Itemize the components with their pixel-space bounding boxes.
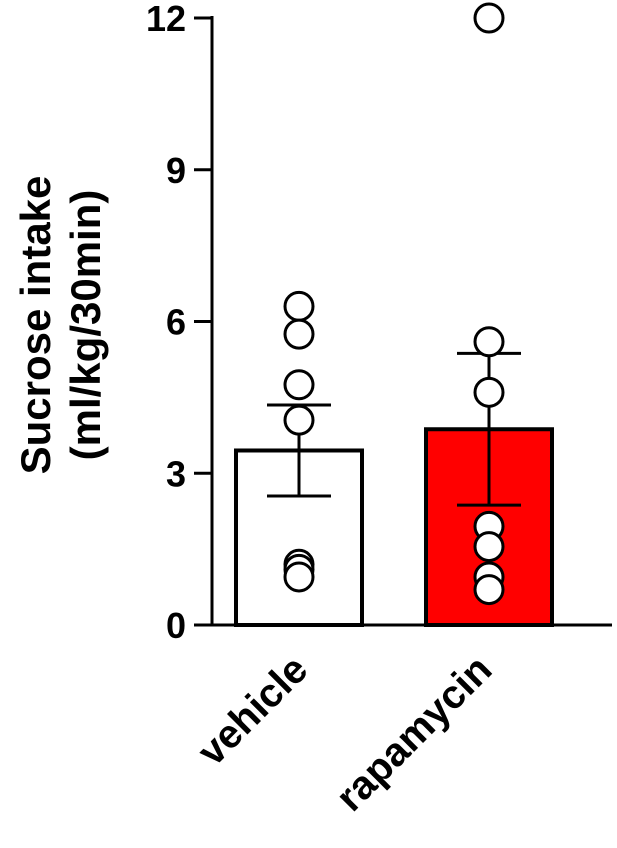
plot-area: 0 3 6 9 12 vehicle rapamycin bbox=[146, 0, 612, 820]
data-point-vehicle bbox=[283, 290, 315, 322]
y-axis-title-line1: Sucrose intake bbox=[12, 176, 59, 475]
data-point-rapamycin bbox=[473, 2, 505, 34]
data-point-vehicle bbox=[283, 369, 315, 401]
data-point-rapamycin bbox=[473, 326, 505, 358]
y-axis-title: Sucrose intake (ml/kg/30min) bbox=[12, 176, 109, 475]
y-tick-label: 9 bbox=[166, 150, 186, 191]
x-tick-label-rapamycin: rapamycin bbox=[328, 647, 501, 820]
data-point-vehicle bbox=[283, 561, 315, 593]
y-tick-label: 12 bbox=[146, 0, 186, 39]
y-tick-label: 0 bbox=[166, 605, 186, 646]
data-point-rapamycin bbox=[473, 574, 505, 606]
data-point-rapamycin bbox=[473, 531, 505, 563]
y-tick-label: 3 bbox=[166, 453, 186, 494]
data-point-rapamycin bbox=[473, 376, 505, 408]
data-point-vehicle bbox=[283, 404, 315, 436]
y-tick-label: 6 bbox=[166, 302, 186, 343]
data-point-vehicle bbox=[283, 318, 315, 350]
y-axis-title-line2: (ml/kg/30min) bbox=[62, 190, 109, 461]
x-tick-label-vehicle: vehicle bbox=[189, 647, 316, 774]
